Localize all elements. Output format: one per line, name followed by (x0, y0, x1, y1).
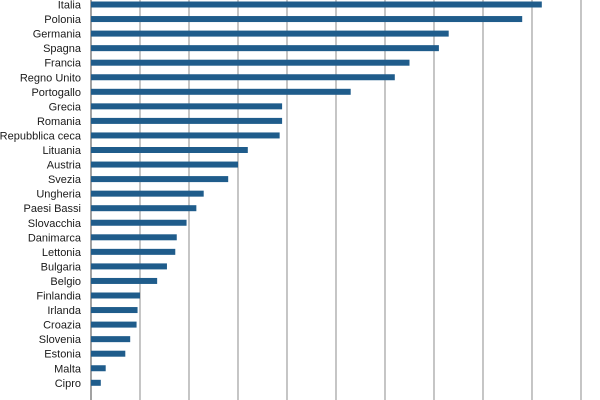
bar-malta (91, 365, 106, 372)
category-labels: Italia Polonia Germania Spagna Francia Regno … (0, 0, 82, 390)
bar-bulgaria (91, 263, 167, 270)
gridlines (90, 0, 582, 400)
bar-portogallo (91, 88, 351, 95)
bar-slovenia (91, 336, 131, 343)
category-label: Francia (44, 58, 82, 70)
category-label: Lituania (42, 145, 81, 157)
bar-lituania (91, 147, 248, 153)
category-label: Slovenia (39, 334, 82, 346)
bar-austria (91, 161, 238, 168)
bar-ungheria (91, 190, 204, 197)
category-label: Svezia (48, 174, 82, 186)
bars (91, 1, 542, 386)
category-label: Austria (47, 160, 82, 172)
bar-croazia (91, 321, 137, 328)
bar-cipro (91, 379, 101, 386)
category-label: Italia (58, 0, 82, 12)
category-label: Paesi Bassi (24, 203, 81, 215)
bar-polonia (91, 16, 523, 23)
category-label: Croazia (43, 320, 82, 332)
category-label: Cipro (55, 378, 81, 390)
bar-romania (91, 117, 283, 124)
category-label: Grecia (49, 101, 82, 113)
bar-belgio (91, 277, 158, 284)
category-label: Polonia (44, 14, 82, 26)
category-label: Romania (37, 116, 82, 128)
category-label: Germania (33, 29, 82, 41)
bar-grecia (91, 103, 283, 110)
bar-lettonia (91, 248, 176, 255)
bar-estonia (91, 350, 126, 357)
bar-irlanda (91, 307, 138, 314)
bar-finlandia (91, 292, 140, 299)
category-label: Bulgaria (41, 261, 82, 273)
bar-repubblica-ceca (91, 132, 280, 139)
category-label: Ungheria (36, 189, 82, 201)
category-label: Belgio (50, 276, 81, 288)
category-label: Slovacchia (28, 218, 82, 230)
category-label: Malta (54, 363, 82, 375)
category-label: Portogallo (31, 87, 81, 99)
bar-danimarca (91, 234, 177, 241)
category-label: Repubblica ceca (0, 130, 82, 142)
category-label: Regno Unito (20, 72, 81, 84)
bar-spagna (91, 45, 439, 52)
bar-germania (91, 30, 449, 37)
bar-italia (91, 1, 542, 8)
category-label: Lettonia (42, 247, 82, 259)
category-label: Finlandia (36, 291, 82, 303)
category-label: Spagna (43, 43, 82, 55)
category-label: Estonia (44, 349, 82, 361)
bar-svezia (91, 176, 229, 183)
category-label: Danimarca (28, 232, 82, 244)
category-label: Irlanda (47, 305, 82, 317)
bar-slovacchia (91, 219, 187, 226)
bar-paesi-bassi (91, 205, 197, 212)
bar-regno-unito (91, 74, 395, 81)
bar-francia (91, 59, 410, 66)
